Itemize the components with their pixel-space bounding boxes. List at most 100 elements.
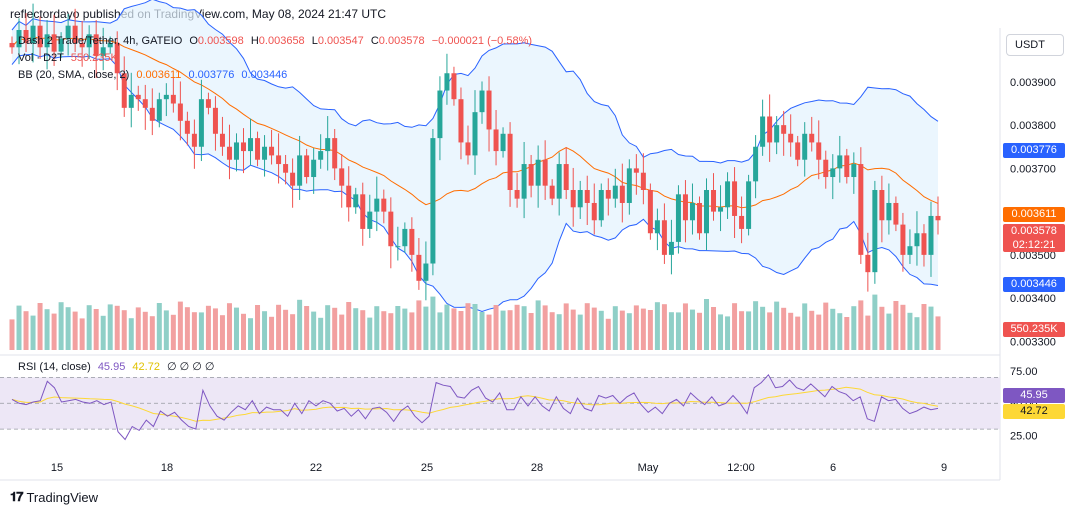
change-value: −0.000021 (−0.58%) bbox=[431, 35, 533, 47]
tradingview-logo-icon: 𝟏𝟕 bbox=[10, 489, 24, 504]
candle-body bbox=[521, 164, 527, 199]
candle-body bbox=[914, 233, 920, 247]
volume-bar bbox=[900, 304, 906, 350]
bb-lower-badge: 0.003446 bbox=[1003, 277, 1065, 292]
rsi-ma-badge: 42.72 bbox=[1003, 404, 1065, 419]
volume-bar bbox=[893, 301, 899, 350]
volume-bar bbox=[465, 303, 471, 350]
close-value: 0.003578 bbox=[378, 35, 425, 47]
volume-bar bbox=[612, 306, 618, 350]
candle-body bbox=[830, 168, 836, 178]
volume-bar bbox=[325, 305, 331, 350]
volume-bar bbox=[198, 312, 204, 350]
candle-body bbox=[753, 146, 759, 182]
volume-bar bbox=[654, 302, 660, 350]
candle-body bbox=[346, 185, 352, 208]
rsi-legend[interactable]: RSI (14, close) 45.95 42.72 ∅ ∅ ∅ ∅ bbox=[18, 360, 215, 373]
volume-bar bbox=[255, 305, 261, 350]
volume-bar bbox=[304, 306, 310, 350]
bb-legend[interactable]: BB (20, SMA, close, 2) 0.003611 0.003776… bbox=[18, 69, 287, 81]
candle-body bbox=[928, 215, 934, 255]
candle-body bbox=[858, 164, 864, 255]
candle-body bbox=[248, 138, 254, 152]
candle-body bbox=[809, 133, 815, 143]
volume-bar bbox=[311, 311, 317, 350]
candle-body bbox=[262, 146, 268, 160]
candle-body bbox=[304, 155, 310, 178]
volume-bar bbox=[163, 310, 169, 350]
candle-body bbox=[269, 146, 275, 156]
volume-bar bbox=[170, 314, 176, 350]
volume-bar bbox=[584, 303, 590, 350]
candle-body bbox=[458, 99, 464, 143]
volume-bar bbox=[395, 306, 401, 350]
volume-bar bbox=[86, 305, 92, 350]
volume-bar bbox=[30, 315, 36, 350]
volume-bar bbox=[233, 307, 239, 350]
price-tick-label: 0.003400 bbox=[1010, 293, 1056, 305]
volume-bar bbox=[367, 317, 373, 350]
volume-bar bbox=[563, 303, 569, 350]
candle-body bbox=[23, 30, 29, 43]
candle-body bbox=[423, 263, 429, 281]
price-tick-label: 0.003300 bbox=[1010, 336, 1056, 348]
candle-body bbox=[444, 73, 450, 91]
candle-body bbox=[921, 233, 927, 255]
volume-bar bbox=[605, 318, 611, 350]
candle-body bbox=[689, 202, 695, 221]
candle-body bbox=[598, 190, 604, 221]
volume-bar bbox=[668, 312, 674, 350]
volume-bar bbox=[479, 312, 485, 350]
candle-body bbox=[212, 107, 218, 134]
rsi-badge: 45.95 bbox=[1003, 388, 1065, 403]
symbol-legend[interactable]: Dash 2 Trade/Tether, 4h, GATEIO O0.00359… bbox=[18, 35, 532, 47]
volume-bar bbox=[921, 304, 927, 350]
volume-bar bbox=[472, 304, 478, 350]
volume-bar bbox=[640, 308, 646, 350]
volume-bar bbox=[79, 318, 85, 350]
candle-body bbox=[851, 164, 857, 178]
volume-bar bbox=[682, 303, 688, 350]
volume-bar bbox=[528, 313, 534, 350]
candle-body bbox=[879, 190, 885, 221]
time-tick-label: 12:00 bbox=[727, 462, 755, 474]
candle-body bbox=[619, 185, 625, 203]
volume-bar bbox=[598, 310, 604, 350]
currency-button[interactable]: USDT bbox=[1006, 34, 1064, 56]
volume-bar bbox=[205, 305, 211, 350]
volume-bar bbox=[928, 306, 934, 350]
volume-bar bbox=[718, 314, 724, 350]
candle-body bbox=[605, 190, 611, 199]
candle-body bbox=[233, 142, 239, 160]
volume-bar bbox=[795, 316, 801, 350]
candle-body bbox=[711, 190, 717, 212]
volume-bar bbox=[837, 313, 843, 350]
volume-value: 550.235K bbox=[70, 52, 118, 64]
candle-body bbox=[72, 25, 78, 43]
candle-body bbox=[283, 164, 289, 173]
price-tick-label: 0.003800 bbox=[1010, 120, 1056, 132]
volume-bar bbox=[23, 311, 29, 350]
candle-body bbox=[935, 215, 941, 221]
candle-body bbox=[367, 211, 373, 229]
volume-bar bbox=[430, 296, 436, 350]
candle-body bbox=[65, 25, 71, 39]
rsi-label: RSI (14, close) bbox=[18, 361, 91, 373]
volume-bar bbox=[402, 308, 408, 350]
candle-body bbox=[51, 34, 57, 52]
volume-legend[interactable]: Vol · D2T 550.235K bbox=[18, 52, 118, 64]
footer[interactable]: 𝟏𝟕 TradingView bbox=[10, 489, 98, 505]
candle-body bbox=[451, 73, 457, 100]
candle-body bbox=[661, 220, 667, 255]
candle-body bbox=[844, 155, 850, 178]
rsi-pane bbox=[0, 373, 1000, 441]
candle-body bbox=[374, 198, 380, 212]
volume-bar bbox=[830, 308, 836, 350]
volume-bar bbox=[142, 311, 148, 350]
candle-body bbox=[696, 202, 702, 234]
candle-body bbox=[402, 228, 408, 247]
candle-body bbox=[746, 181, 752, 229]
time-tick-label: 18 bbox=[161, 462, 173, 474]
candle-body bbox=[128, 94, 134, 108]
